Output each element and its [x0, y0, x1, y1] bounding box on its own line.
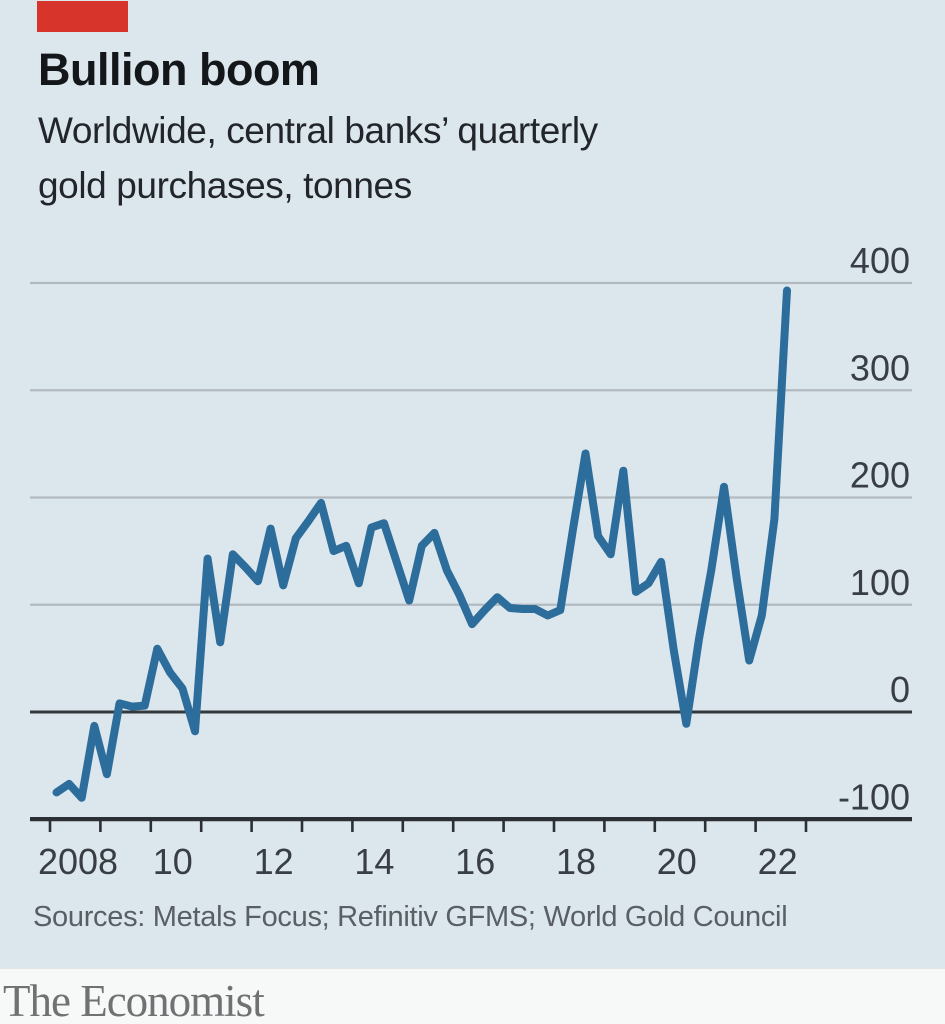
y-axis-label: 0: [890, 669, 910, 710]
chart-title: Bullion boom: [38, 44, 320, 95]
source-note: Sources: Metals Focus; Refinitiv GFMS; W…: [33, 901, 788, 933]
x-axis-label: 14: [354, 841, 394, 882]
chart-subtitle: Worldwide, central banks’ quarterly gold…: [38, 103, 598, 213]
chart-canvas: 400 300 200 100 0 -100 2008 10 12 14 16 18 20 22: [30, 240, 912, 882]
x-axis-label: 12: [254, 841, 294, 882]
chart-subtitle-line-2: gold purchases, tonnes: [38, 165, 412, 206]
x-axis-label: 20: [657, 841, 697, 882]
x-axis-label: 10: [153, 841, 193, 882]
chart-subtitle-line-1: Worldwide, central banks’ quarterly: [38, 110, 598, 151]
chart-panel: Bullion boom Worldwide, central banks’ q…: [0, 0, 945, 968]
x-axis-label: 2008: [38, 841, 118, 882]
x-axis-label: 16: [455, 841, 495, 882]
y-axis-label: 200: [850, 455, 910, 496]
x-axis-label: 18: [556, 841, 596, 882]
y-axis-label: 300: [850, 347, 910, 388]
footer-strip: The Economist: [0, 968, 945, 1024]
y-axis-label: 100: [850, 562, 910, 603]
y-axis-label: 400: [850, 240, 910, 281]
y-axis-label: -100: [838, 776, 910, 817]
economist-red-tab-icon: [37, 1, 128, 32]
x-axis-label: 22: [758, 841, 798, 882]
economist-logo: The Economist: [3, 976, 265, 1024]
gold-purchases-line: [52, 286, 791, 802]
